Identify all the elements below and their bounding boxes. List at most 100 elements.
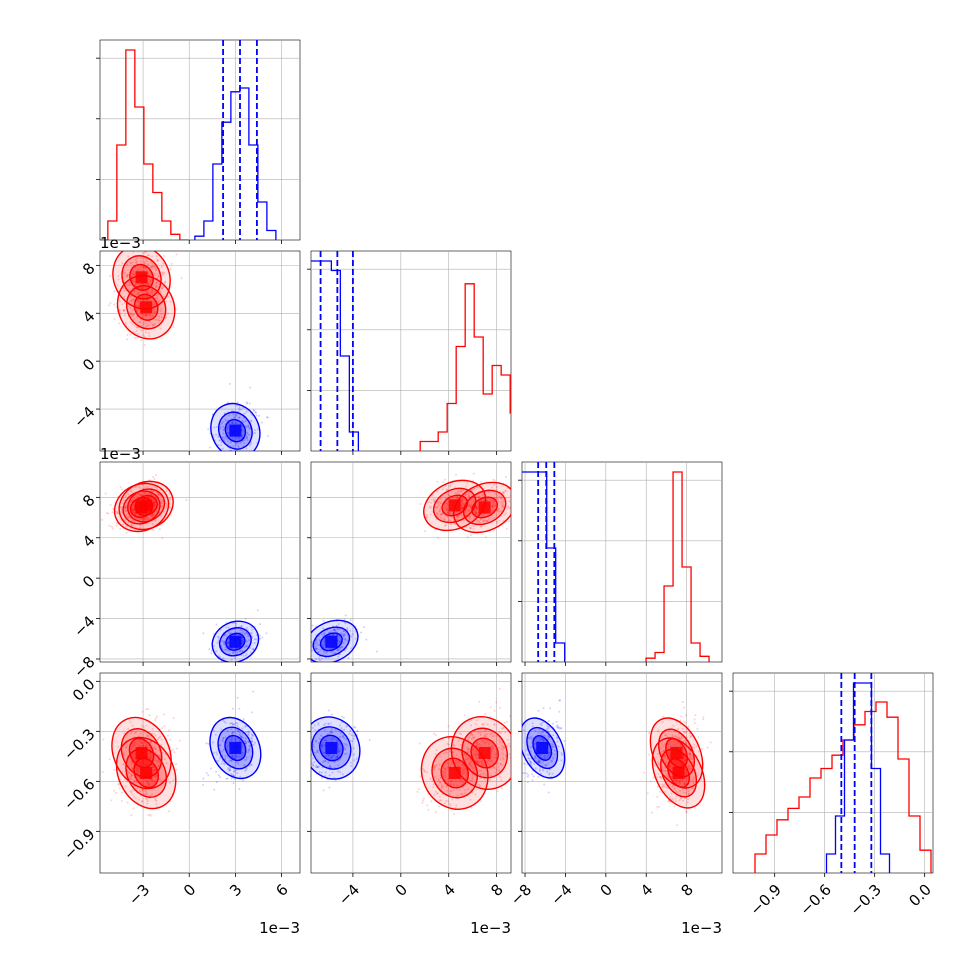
- scatter-point-blue: [336, 634, 339, 637]
- scatter-point-blue: [247, 730, 250, 733]
- scatter-point-red: [110, 799, 113, 802]
- scatter-point-blue: [540, 736, 543, 739]
- scatter-point-red: [150, 740, 153, 743]
- scatter-point-red: [147, 708, 150, 711]
- scatter-point-red: [138, 766, 141, 769]
- scatter-point-blue: [359, 631, 362, 634]
- scatter-point-red: [497, 765, 500, 768]
- scatter-point-blue: [537, 761, 540, 764]
- scatter-point-blue: [221, 422, 224, 425]
- scatter-point-red: [159, 488, 162, 491]
- scatter-point-blue: [344, 614, 347, 617]
- scatter-point-blue: [526, 775, 529, 778]
- scatter-point-blue: [320, 748, 323, 751]
- scatter-point-red: [424, 530, 427, 533]
- scatter-point-red: [149, 751, 152, 754]
- scatter-point-red: [681, 756, 684, 759]
- scatter-point-red: [136, 265, 139, 268]
- scatter-point-red: [101, 518, 104, 521]
- scatter-point-red: [117, 782, 120, 785]
- scatter-point-red: [501, 747, 504, 750]
- scatter-point-red: [488, 518, 491, 521]
- scatter-point-red: [466, 536, 469, 539]
- scatter-point-red: [146, 511, 149, 514]
- panel-frame: [99, 461, 301, 663]
- scatter-point-red: [142, 297, 145, 300]
- scatter-point-red: [139, 318, 142, 321]
- scatter-point-blue: [233, 770, 236, 773]
- scatter-point-red: [489, 706, 492, 709]
- scatter-point-blue: [290, 654, 292, 656]
- scatter-point-red: [681, 779, 684, 782]
- scatter-point-red: [148, 313, 151, 316]
- scatter-point-red: [689, 768, 692, 771]
- scatter-point-red: [479, 731, 482, 734]
- scatter-point-red: [435, 764, 438, 767]
- scatter-point-red: [133, 776, 136, 779]
- scatter-point-red: [130, 299, 133, 302]
- scatter-point-blue: [250, 419, 253, 422]
- scatter-point-blue: [341, 735, 344, 738]
- scatter-point-red: [514, 495, 516, 497]
- scatter-point-red: [464, 792, 467, 795]
- scatter-point-red: [142, 744, 145, 747]
- scatter-point-blue: [550, 744, 553, 747]
- scatter-point-red: [675, 762, 678, 765]
- scatter-point-blue: [232, 422, 235, 425]
- scatter-point-red: [160, 755, 163, 758]
- scatter-point-red: [689, 753, 692, 756]
- scatter-point-blue: [346, 639, 349, 642]
- scatter-point-red: [140, 287, 143, 290]
- scatter-point-red: [478, 521, 481, 524]
- scatter-point-blue: [338, 735, 341, 738]
- scatter-point-red: [136, 761, 139, 764]
- scatter-point-red: [123, 314, 126, 317]
- scatter-point-red: [460, 499, 463, 502]
- scatter-point-red: [119, 507, 122, 510]
- scatter-point-red: [673, 779, 676, 782]
- scatter-point-red: [461, 507, 464, 510]
- scatter-point-red: [161, 287, 164, 290]
- scatter-point-blue: [247, 639, 250, 642]
- scatter-point-red: [473, 766, 476, 769]
- scatter-point-red: [131, 323, 134, 326]
- scatter-point-red: [146, 798, 149, 801]
- scatter-point-red: [472, 500, 475, 503]
- scatter-point-red: [449, 512, 452, 515]
- scatter-point-blue: [330, 729, 333, 732]
- scatter-point-blue: [229, 722, 232, 725]
- scatter-point-red: [144, 797, 147, 800]
- scatter-point-red: [662, 769, 665, 772]
- scatter-point-red: [677, 737, 680, 740]
- scatter-point-red: [104, 492, 107, 495]
- scatter-point-red: [472, 525, 475, 528]
- scatter-point-red: [658, 805, 661, 808]
- scatter-point-blue: [232, 774, 235, 777]
- scatter-point-blue: [236, 401, 239, 404]
- scatter-point-red: [126, 801, 129, 804]
- scatter-point-red: [688, 752, 691, 755]
- scatter-point-blue: [334, 756, 337, 759]
- scatter-point-blue: [352, 737, 355, 740]
- scatter-point-blue: [235, 449, 238, 451]
- scatter-point-red: [662, 750, 665, 753]
- scatter-point-red: [461, 504, 464, 507]
- scatter-point-blue: [338, 641, 341, 644]
- scatter-point-blue: [249, 756, 252, 759]
- scatter-point-blue: [234, 634, 237, 637]
- scatter-point-red: [155, 282, 158, 285]
- scatter-point-blue: [537, 775, 540, 778]
- scatter-point-blue: [241, 419, 244, 422]
- scatter-point-red: [485, 520, 488, 523]
- scatter-point-blue: [222, 737, 225, 740]
- scatter-point-red: [663, 754, 666, 757]
- scatter-point-red: [484, 733, 487, 736]
- scatter-point-blue: [531, 722, 534, 725]
- scatter-point-red: [469, 504, 472, 507]
- scatter-point-red: [449, 519, 452, 522]
- scatter-point-red: [159, 327, 162, 330]
- scatter-point-red: [135, 329, 138, 332]
- scatter-point-red: [163, 271, 166, 274]
- scatter-point-red: [130, 775, 133, 778]
- scatter-point-red: [157, 484, 160, 487]
